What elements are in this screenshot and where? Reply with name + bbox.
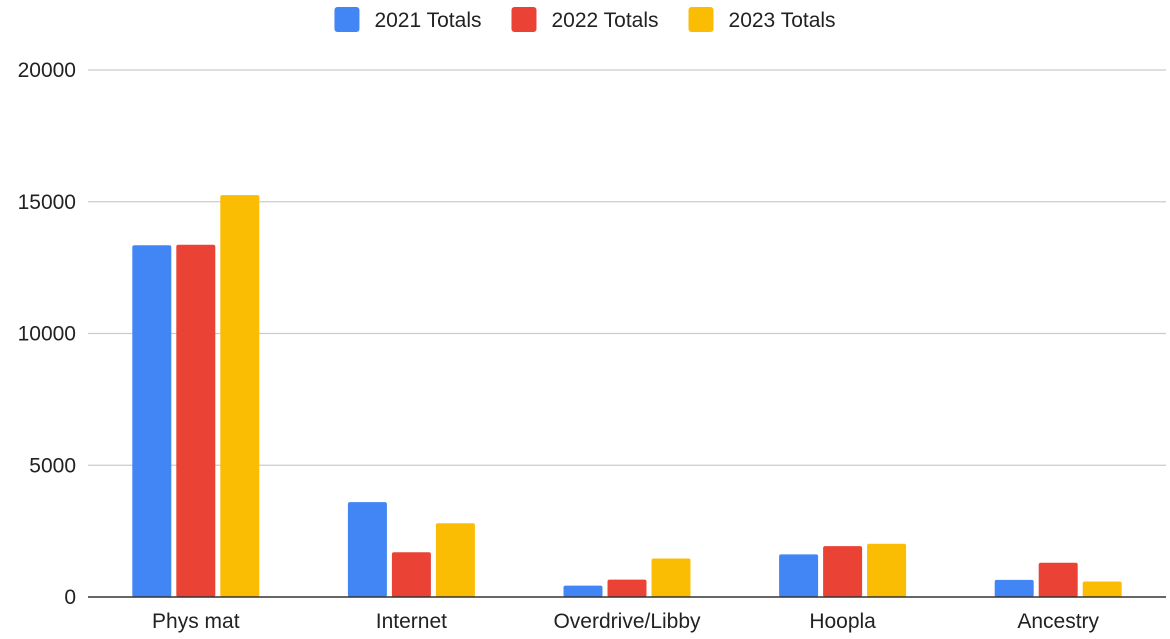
x-tick-label-internet: Internet <box>376 610 447 633</box>
bar-ancestry-2022-totals <box>1038 562 1078 597</box>
x-tick-label-ancestry: Ancestry <box>1017 610 1099 633</box>
legend-swatch-2023-totals <box>688 7 714 32</box>
legend-item-2021-totals: 2021 Totals <box>334 7 481 32</box>
x-tick-label-hoopla: Hoopla <box>809 610 876 633</box>
bar-ancestry-2021-totals <box>994 579 1034 597</box>
y-tick-label-20000: 20000 <box>18 59 76 82</box>
bars <box>132 195 1122 598</box>
legend-swatch-2021-totals <box>334 7 360 32</box>
legend-item-2022-totals: 2022 Totals <box>511 7 659 32</box>
bar-internet-2023-totals <box>435 523 475 597</box>
bar-hoopla-2023-totals <box>867 543 907 597</box>
bar-overdrive-libby-2023-totals <box>651 558 691 597</box>
legend-swatch-2022-totals <box>511 7 537 32</box>
y-tick-label-10000: 10000 <box>18 323 76 346</box>
y-tick-label-0: 0 <box>64 586 76 609</box>
bar-phys-mat-2022-totals <box>176 244 216 597</box>
bar-ancestry-2023-totals <box>1082 581 1122 597</box>
x-tick-label-overdrive-libby: Overdrive/Libby <box>553 610 701 633</box>
legend-label-2023-totals: 2023 Totals <box>729 9 836 32</box>
legend-label-2022-totals: 2022 Totals <box>551 9 658 32</box>
y-tick-label-5000: 5000 <box>29 454 76 477</box>
bar-hoopla-2021-totals <box>779 554 819 597</box>
legend-label-2021-totals: 2021 Totals <box>374 9 481 32</box>
bar-internet-2021-totals <box>347 502 387 597</box>
bar-phys-mat-2021-totals <box>132 245 172 598</box>
x-tick-label-phys-mat: Phys mat <box>152 610 240 633</box>
gridlines <box>88 69 1166 466</box>
y-tick-label-15000: 15000 <box>18 191 76 214</box>
bar-phys-mat-2023-totals <box>220 195 260 597</box>
bar-hoopla-2022-totals <box>823 546 863 597</box>
legend: 2021 Totals 2022 Totals 2023 Totals <box>334 7 836 32</box>
bar-internet-2022-totals <box>391 552 431 597</box>
bar-overdrive-libby-2021-totals <box>563 585 603 597</box>
bar-overdrive-libby-2022-totals <box>607 579 647 597</box>
y-axis-tick-labels: 0 5000 10000 15000 20000 <box>18 59 76 609</box>
legend-item-2023-totals: 2023 Totals <box>688 7 836 32</box>
x-axis-tick-labels: Phys mat Internet Overdrive/Libby Hoopla Anc… <box>152 610 1100 633</box>
